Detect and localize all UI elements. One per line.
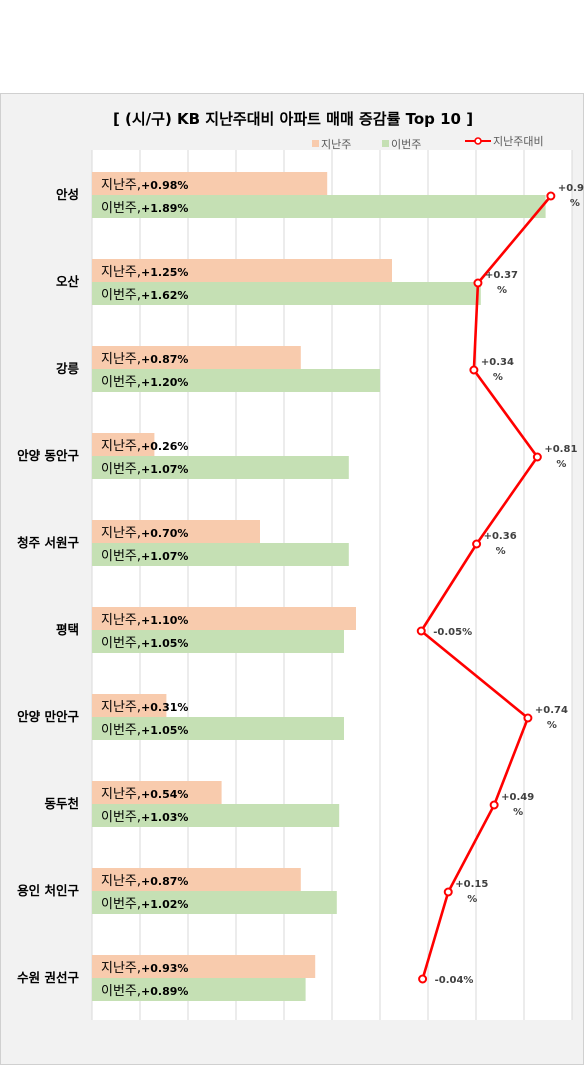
bar-label-this-week: 이번주,+1.03% (101, 810, 188, 825)
change-point (443, 887, 453, 897)
bar-label-this-week: 이번주,+1.05% (101, 636, 188, 651)
bar-this-week (92, 456, 349, 479)
chart-svg: [ (시/구) KB 지난주대비 아파트 매매 증감률 Top 10 ] 지난주… (17, 110, 584, 1020)
bar-label-prev-week: 지난주,+1.10% (101, 613, 188, 628)
category-label: 평택 (56, 622, 79, 637)
legend-label-this-week: 이번주 (391, 138, 421, 151)
change-point (473, 278, 483, 288)
bar-this-week (92, 978, 306, 1001)
bar-prev-week (92, 607, 356, 630)
category-label: 안양 만안구 (17, 709, 79, 724)
legend-label-change: 지난주대비 (493, 135, 544, 148)
bar-label-this-week: 이번주,+1.05% (101, 723, 188, 738)
bar-label-this-week: 이번주,+1.02% (101, 897, 188, 912)
change-point (489, 800, 499, 810)
category-label: 수원 권선구 (17, 970, 79, 985)
change-point (416, 626, 426, 636)
change-point (469, 365, 479, 375)
change-data-label: +0.15% (455, 879, 488, 905)
category-label: 용인 처인구 (17, 883, 79, 898)
bar-this-week (92, 543, 349, 566)
bar-label-prev-week: 지난주,+1.25% (101, 265, 188, 280)
bar-label-prev-week: 지난주,+0.54% (101, 787, 188, 802)
category-label: 오산 (56, 274, 80, 289)
bar-this-week (92, 804, 340, 827)
legend-swatch-prev-week (312, 140, 319, 147)
change-point (532, 452, 542, 462)
bar-label-this-week: 이번주,+1.07% (101, 462, 188, 477)
change-data-label: +0.49% (501, 792, 534, 818)
bar-this-week (92, 630, 344, 653)
bar-this-week (92, 891, 337, 914)
bar-prev-week (92, 868, 301, 891)
bar-prev-week (92, 694, 167, 717)
change-data-label: +0.91% (558, 183, 584, 209)
bar-label-prev-week: 지난주,+0.98% (101, 178, 188, 193)
change-point (472, 539, 482, 549)
category-label: 안양 동안구 (17, 448, 79, 463)
bar-this-week (92, 369, 380, 392)
chart-title: [ (시/구) KB 지난주대비 아파트 매매 증감률 Top 10 ] (113, 110, 473, 128)
bar-label-prev-week: 지난주,+0.26% (101, 439, 188, 454)
legend-marker-change (474, 137, 482, 145)
bar-this-week (92, 195, 546, 218)
bar-label-this-week: 이번주,+1.20% (101, 375, 188, 390)
bar-label-this-week: 이번주,+1.89% (101, 201, 188, 216)
legend: 지난주 이번주 지난주대비 (312, 135, 544, 151)
change-data-label: -0.05% (433, 627, 472, 638)
bar-label-prev-week: 지난주,+0.70% (101, 526, 188, 541)
change-line-layer: +0.91% +0.37% +0.34% +0.81% +0.36% -0.05% +0.7… (416, 183, 584, 986)
legend-swatch-this-week (382, 140, 389, 147)
change-point (418, 974, 428, 984)
bar-prev-week (92, 172, 328, 195)
bar-label-prev-week: 지난주,+0.93% (101, 961, 188, 976)
bar-label-this-week: 이번주,+1.62% (101, 288, 188, 303)
bar-prev-week (92, 433, 155, 456)
change-data-label: +0.81% (544, 444, 577, 470)
chart-panel: [ (시/구) KB 지난주대비 아파트 매매 증감률 Top 10 ] 지난주… (0, 93, 584, 1065)
category-label: 강릉 (56, 361, 80, 376)
bar-label-prev-week: 지난주,+0.87% (101, 874, 188, 889)
bar-prev-week (92, 520, 260, 543)
bar-label-this-week: 이번주,+1.07% (101, 549, 188, 564)
category-label: 동두천 (44, 796, 79, 811)
change-data-label: +0.74% (535, 705, 568, 731)
legend-label-prev-week: 지난주 (321, 138, 351, 151)
change-data-label: +0.36% (484, 531, 517, 557)
change-data-label: -0.04% (435, 975, 474, 986)
bar-prev-week (92, 955, 316, 978)
bar-label-this-week: 이번주,+0.89% (101, 984, 188, 999)
change-line (419, 195, 552, 980)
change-data-label: +0.34% (481, 357, 514, 383)
change-data-label: +0.37% (485, 270, 518, 296)
bar-this-week (92, 282, 481, 305)
change-point (546, 191, 556, 201)
bar-label-prev-week: 지난주,+0.31% (101, 700, 188, 715)
bar-prev-week (92, 259, 392, 282)
bar-prev-week (92, 346, 301, 369)
bar-label-prev-week: 지난주,+0.87% (101, 352, 188, 367)
category-label: 안성 (56, 187, 79, 202)
bars-layer: 안성 지난주,+0.98% 이번주,+1.89% 오산 지난주,+1.25% 이번주,+1… (17, 172, 546, 1001)
change-point (523, 713, 533, 723)
bar-prev-week (92, 781, 222, 804)
bar-this-week (92, 717, 344, 740)
category-label: 청주 서원구 (17, 535, 79, 550)
